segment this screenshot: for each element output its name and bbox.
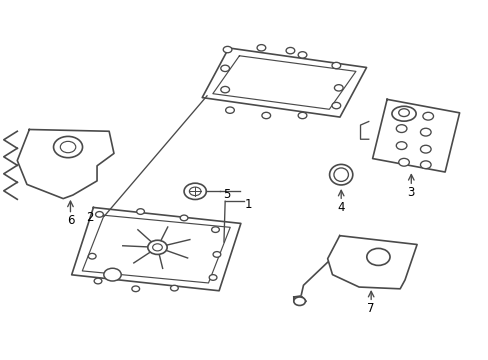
Circle shape bbox=[170, 285, 178, 291]
Circle shape bbox=[94, 278, 102, 284]
Circle shape bbox=[334, 85, 343, 91]
Circle shape bbox=[285, 48, 294, 54]
Circle shape bbox=[211, 227, 219, 233]
Circle shape bbox=[298, 112, 306, 119]
Polygon shape bbox=[293, 296, 305, 305]
Circle shape bbox=[209, 275, 217, 280]
Circle shape bbox=[331, 62, 340, 69]
Text: 2: 2 bbox=[86, 211, 93, 224]
Circle shape bbox=[60, 141, 76, 153]
Text: 6: 6 bbox=[66, 214, 74, 227]
Circle shape bbox=[189, 187, 201, 195]
Circle shape bbox=[95, 212, 103, 217]
Polygon shape bbox=[17, 130, 114, 199]
Text: 1: 1 bbox=[244, 198, 251, 211]
Circle shape bbox=[420, 161, 430, 168]
Circle shape bbox=[398, 109, 408, 117]
Circle shape bbox=[53, 136, 82, 158]
Circle shape bbox=[422, 112, 433, 120]
Circle shape bbox=[132, 286, 139, 292]
Circle shape bbox=[152, 244, 162, 251]
Polygon shape bbox=[72, 207, 241, 291]
Polygon shape bbox=[372, 99, 459, 172]
Ellipse shape bbox=[329, 165, 352, 185]
Circle shape bbox=[137, 209, 144, 215]
Circle shape bbox=[395, 142, 406, 149]
Circle shape bbox=[223, 46, 231, 53]
Circle shape bbox=[298, 52, 306, 58]
Polygon shape bbox=[327, 236, 416, 289]
Circle shape bbox=[366, 248, 389, 265]
Circle shape bbox=[293, 297, 305, 306]
Ellipse shape bbox=[333, 168, 348, 181]
Text: 4: 4 bbox=[337, 201, 344, 214]
Text: 5: 5 bbox=[223, 188, 230, 201]
Circle shape bbox=[147, 240, 167, 255]
Circle shape bbox=[180, 215, 187, 221]
Circle shape bbox=[420, 128, 430, 136]
Text: 3: 3 bbox=[407, 186, 414, 199]
Text: 7: 7 bbox=[366, 302, 374, 315]
Ellipse shape bbox=[391, 106, 415, 121]
Circle shape bbox=[213, 252, 221, 257]
Polygon shape bbox=[360, 122, 368, 139]
Circle shape bbox=[225, 107, 234, 113]
Circle shape bbox=[398, 158, 408, 166]
Circle shape bbox=[221, 86, 229, 93]
Circle shape bbox=[420, 145, 430, 153]
Circle shape bbox=[183, 183, 206, 199]
Polygon shape bbox=[202, 48, 366, 117]
Circle shape bbox=[257, 45, 265, 51]
Circle shape bbox=[103, 268, 121, 281]
Circle shape bbox=[221, 65, 229, 72]
Circle shape bbox=[88, 253, 96, 259]
Circle shape bbox=[262, 112, 270, 119]
Circle shape bbox=[331, 102, 340, 109]
Circle shape bbox=[395, 125, 406, 132]
